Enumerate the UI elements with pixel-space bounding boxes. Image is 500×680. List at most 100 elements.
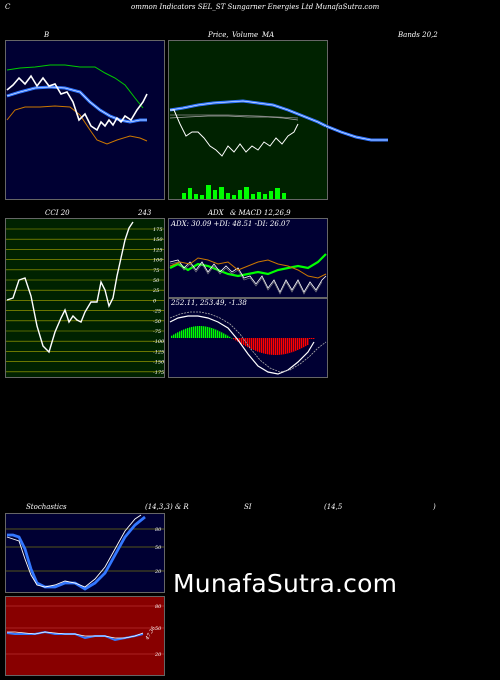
si-label: SI — [244, 503, 252, 511]
macd-histogram-bar — [235, 338, 237, 341]
macd-histogram-bar — [259, 338, 261, 353]
rsi-tick-label: 50 — [155, 626, 162, 632]
macd-histogram-bar — [277, 338, 279, 355]
cci-line — [6, 221, 134, 354]
macd-histogram-bar — [305, 338, 307, 347]
macd-histogram-bar — [263, 338, 265, 354]
macd-histogram-bar — [209, 327, 211, 338]
macd-histogram-bar — [195, 326, 197, 338]
macd-histogram-bar — [285, 338, 287, 354]
macd-histogram-bar — [265, 338, 267, 354]
macd-histogram-bar — [267, 338, 269, 355]
rsi-line-core — [7, 631, 144, 639]
rsi-tick-label: 20 — [154, 652, 162, 658]
macd-histogram-bar — [309, 338, 311, 339]
macd-histogram-bar — [251, 338, 253, 350]
adx-line — [169, 253, 327, 278]
rsi-tick-label: 80 — [155, 604, 162, 610]
cci-tick-label: 150 — [153, 237, 163, 243]
adx-label: ADX — [208, 209, 224, 217]
cci-tick-label: -75 — [153, 329, 161, 335]
macd-histogram-bar — [207, 326, 209, 338]
macd-histogram-bar — [179, 331, 181, 338]
cci-tick-label: -100 — [153, 339, 165, 345]
macd-histogram-bar — [239, 338, 241, 343]
lower-band — [6, 105, 148, 145]
upper-band — [6, 64, 144, 109]
macd-histogram-bar — [177, 332, 179, 338]
plus-di-line — [169, 259, 327, 293]
macd-label: & MACD 12,26,9 — [230, 209, 291, 217]
macd-histogram-bar — [247, 338, 249, 348]
ma-line-core — [169, 100, 327, 127]
macd-histogram-bar — [255, 338, 257, 351]
macd-histogram-bar — [269, 338, 271, 355]
cci-tick-label: 0 — [153, 298, 157, 304]
stoch-k-line — [6, 514, 142, 588]
macd-histogram-bar — [291, 338, 293, 353]
macd-histogram-bar — [219, 331, 221, 338]
macd-histogram-bar — [227, 335, 229, 338]
macd-histogram-bar — [193, 326, 195, 338]
price-line — [6, 74, 148, 132]
price-line — [170, 109, 299, 157]
macd-histogram-bar — [201, 326, 203, 338]
macd-histogram-bar — [205, 326, 207, 338]
macd-histogram-bar — [249, 338, 251, 349]
macd-histogram-bar — [287, 338, 289, 354]
stoch-params: (14,3,3) & R — [145, 503, 189, 511]
middle-band-core — [6, 86, 147, 123]
macd-histogram-bar — [213, 328, 215, 338]
macd-histogram-bar — [303, 338, 305, 348]
price-label: Price, — [208, 31, 229, 39]
cci-label: CCI 20 — [45, 209, 70, 217]
macd-histogram-bar — [215, 329, 217, 338]
macd-histogram-bar — [217, 330, 219, 338]
volume-bars — [182, 185, 286, 199]
macd-histogram-bar — [171, 335, 173, 338]
cci-tick-label: 175 — [153, 227, 163, 233]
macd-histogram-bar — [289, 338, 291, 353]
stochastics-panel: 80 50 20 — [5, 513, 165, 593]
macd-histogram-bar — [283, 338, 285, 355]
macd-histogram-bar — [233, 338, 235, 340]
rsi-params: (14,5 — [324, 503, 343, 511]
macd-histogram-bar — [191, 326, 193, 338]
macd-histogram-bar — [257, 338, 259, 352]
page-title: ommon Indicators SEL_ST Sungarner Energi… — [131, 3, 380, 11]
plus-di-shadow — [169, 261, 323, 295]
cci-tick-label: 50 — [153, 278, 160, 284]
macd-histogram-bar — [175, 333, 177, 338]
macd-readout: 252.11, 253.49, -1.38 — [171, 299, 247, 307]
macd-line — [169, 315, 315, 375]
macd-histogram-bar — [181, 330, 183, 338]
adx-readout: ADX: 30.09 +DI: 48.51 -DI: 26.07 — [171, 220, 290, 228]
ma-extension — [326, 124, 388, 142]
rsi-panel: 80 50 20 47.36 — [5, 596, 165, 676]
macd-histogram-bar — [189, 327, 191, 338]
macd-histogram-bar — [273, 338, 275, 355]
cci-value: 243 — [138, 209, 152, 217]
macd-histogram-bar — [221, 332, 223, 338]
stoch-d-line — [7, 515, 146, 591]
macd-histogram-bar — [261, 338, 263, 353]
stoch-tick-label: 80 — [155, 527, 162, 533]
macd-histogram-bar — [301, 338, 303, 349]
macd-histogram-bar — [185, 328, 187, 338]
macd-histogram-bar — [211, 328, 213, 338]
stoch-tick-label: 20 — [154, 569, 162, 575]
macd-panel — [168, 298, 328, 378]
watermark: MunafaSutra.com — [173, 569, 398, 598]
adx-panel — [168, 218, 328, 298]
macd-histogram-bar — [275, 338, 277, 355]
volume-label: Volume — [232, 31, 259, 39]
stoch-tick-label: 50 — [155, 545, 162, 551]
cci-panel: 175 150 125 100 75 50 25 0 -25 -50 -75 -100 -125 -150… — [5, 218, 165, 378]
cci-tick-label: 75 — [153, 268, 159, 274]
macd-histogram-bar — [271, 338, 273, 355]
macd-histogram-bar — [231, 338, 233, 339]
price-ma-panel — [168, 40, 328, 200]
cci-tick-label: 25 — [152, 288, 159, 294]
cci-tick-label: 125 — [153, 247, 163, 253]
macd-histogram-bar — [197, 326, 199, 338]
